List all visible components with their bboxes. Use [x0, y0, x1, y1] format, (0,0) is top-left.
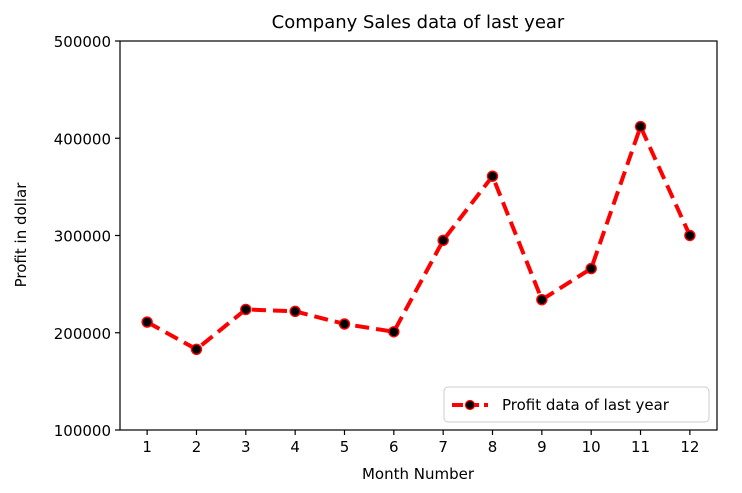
legend-box — [443, 386, 710, 423]
data-point — [634, 120, 647, 133]
y-tick-label: 100000 — [54, 422, 111, 440]
x-tick-label: 7 — [438, 438, 448, 456]
y-tick-label: 300000 — [54, 228, 111, 246]
x-tick-label: 4 — [290, 438, 300, 456]
x-tick-label: 11 — [631, 438, 650, 456]
y-axis: 100000 200000 300000 400000 500000 — [54, 33, 120, 440]
y-tick-label: 200000 — [54, 325, 111, 343]
chart-title: Company Sales data of last year — [272, 12, 565, 33]
data-point — [486, 170, 499, 182]
legend-entry-label: Profit data of last year — [502, 396, 670, 414]
data-point — [240, 303, 252, 316]
x-tick-label: 5 — [340, 438, 350, 456]
plot-area-frame — [119, 40, 718, 431]
series-layer — [141, 120, 696, 355]
x-tick-label: 10 — [582, 438, 601, 456]
x-tick-label: 12 — [680, 438, 699, 456]
x-tick-label: 1 — [142, 438, 152, 456]
x-tick-label: 6 — [389, 438, 399, 456]
data-point — [585, 262, 597, 275]
y-axis-label: Profit in dollar — [12, 182, 30, 288]
data-point — [338, 318, 351, 330]
series-line — [146, 124, 692, 352]
x-tick-label: 2 — [192, 438, 202, 456]
data-point — [141, 316, 153, 328]
legend-marker-swatch — [464, 399, 476, 411]
data-point — [289, 305, 301, 318]
y-tick-label: 500000 — [54, 33, 111, 51]
x-tick-label: 9 — [537, 438, 547, 456]
x-tick-label: 8 — [488, 438, 498, 456]
y-tick-label: 400000 — [54, 130, 111, 148]
data-point — [684, 229, 696, 242]
data-point — [190, 343, 203, 355]
data-point — [388, 326, 400, 338]
data-point — [536, 293, 548, 306]
x-tick-label: 3 — [241, 438, 251, 456]
x-axis: 1 2 3 4 5 6 7 8 9 10 11 12 — [142, 430, 699, 456]
legend: Profit data of last year — [443, 386, 710, 423]
data-point — [437, 234, 449, 247]
x-axis-label: Month Number — [362, 465, 475, 483]
